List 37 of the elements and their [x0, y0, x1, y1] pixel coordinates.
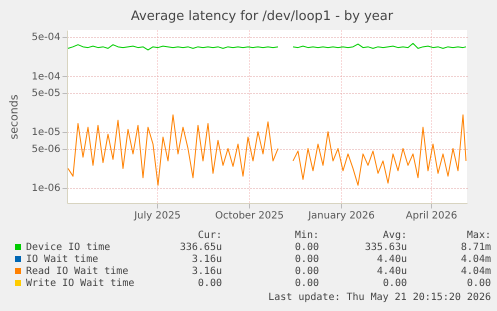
text: 8.71m [460, 242, 491, 253]
text: 3.16u [192, 254, 222, 265]
legend-label: IO Wait time [26, 254, 98, 265]
y-tick-label: 5e-04 [32, 32, 60, 44]
y-tick-label: 1e-06 [32, 183, 60, 194]
text: 336.65u [180, 242, 222, 253]
y-axis-title: seconds [8, 94, 21, 140]
text: 4.40u [376, 266, 407, 277]
text: 0.00 [466, 278, 491, 289]
x-tick-label: January 2026 [307, 210, 375, 222]
text: Max: [466, 230, 491, 241]
y-tick-label: 5e-06 [32, 144, 60, 156]
x-tick-label: April 2026 [406, 210, 458, 222]
x-tick-label: July 2025 [133, 210, 181, 222]
text: 0.00 [294, 254, 319, 265]
chart-title: Average latency for /dev/loop1 - by year [130, 9, 394, 24]
text: 4.04m [460, 266, 491, 277]
text: 0.00 [294, 266, 319, 277]
text: 0.00 [294, 278, 319, 289]
text: 335.63u [364, 242, 407, 253]
legend-label: Read IO Wait time [26, 266, 128, 277]
text: 4.04m [460, 254, 491, 265]
text: Last update: Thu May 21 20:15:20 2026 [268, 292, 491, 303]
x-tick-label: October 2025 [215, 210, 284, 222]
text: 0.00 [294, 242, 319, 253]
legend-label: Write IO Wait time [26, 278, 134, 289]
text: Min: [294, 230, 319, 241]
text: Cur: [198, 230, 222, 241]
text: 0.00 [198, 278, 222, 289]
y-tick-label: 1e-04 [32, 71, 60, 82]
y-tick-label: 5e-05 [32, 88, 60, 100]
text: 3.16u [192, 266, 222, 277]
y-tick-label: 1e-05 [32, 127, 60, 138]
text: 4.40u [376, 254, 407, 265]
text: 0.00 [382, 278, 407, 289]
legend-label: Device IO time [26, 242, 110, 253]
text: Avg: [382, 230, 407, 241]
